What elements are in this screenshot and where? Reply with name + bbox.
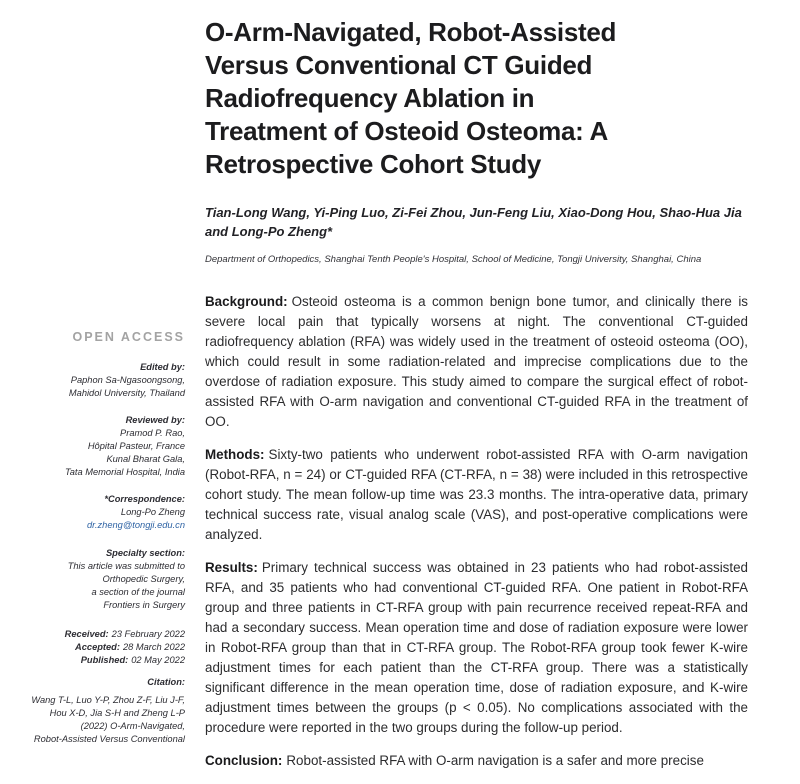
- title-line: Treatment of Osteoid Osteoma: A: [205, 116, 608, 146]
- article-main-column: O-Arm-Navigated, Robot-Assisted Versus C…: [205, 16, 748, 784]
- specialty-section-block: Specialty section: This article was subm…: [0, 547, 185, 612]
- published-value: 02 May 2022: [131, 655, 185, 665]
- received-date: Received: 23 February 2022: [0, 628, 185, 641]
- citation-line: (2022) O-Arm-Navigated,: [80, 721, 185, 731]
- title-line: Versus Conventional CT Guided: [205, 50, 593, 80]
- results-text: Primary technical success was obtained i…: [205, 560, 748, 735]
- author-list: Tian-Long Wang, Yi-Ping Luo, Zi-Fei Zhou…: [205, 203, 748, 241]
- edited-by-label: Edited by:: [140, 362, 185, 372]
- citation-line: Hou X-D, Jia S-H and Zheng L-P: [49, 708, 185, 718]
- journal-article-page: OPEN ACCESS Edited by: Paphon Sa-Ngasoon…: [31, 17, 748, 768]
- abstract-background: Background: Osteoid osteoma is a common b…: [205, 292, 748, 432]
- abstract-results: Results: Primary technical success was ob…: [205, 558, 748, 738]
- correspondence-label: *Correspondence:: [104, 494, 185, 504]
- author-line: Tian-Long Wang, Yi-Ping Luo, Zi-Fei Zhou…: [205, 205, 742, 220]
- citation-block: Citation: Wang T-L, Luo Y-P, Zhou Z-F, L…: [0, 676, 185, 746]
- accepted-value: 28 March 2022: [122, 642, 185, 652]
- accepted-label: Accepted:: [75, 642, 120, 652]
- reviewer-name: Kunal Bharat Gala,: [106, 454, 185, 464]
- author-line: and Long-Po Zheng*: [205, 224, 333, 239]
- open-access-label: OPEN ACCESS: [72, 330, 185, 344]
- page-title: O-Arm-Navigated, Robot-Assisted Versus C…: [205, 16, 748, 181]
- citation-line: Robot-Assisted Versus Conventional: [33, 734, 185, 744]
- published-date: Published: 02 May 2022: [0, 654, 185, 667]
- editor-affiliation: Mahidol University, Thailand: [68, 388, 185, 398]
- specialty-line: a section of the journal: [91, 587, 185, 597]
- affiliation: Department of Orthopedics, Shanghai Tent…: [205, 254, 702, 265]
- abstract-methods: Methods: Sixty-two patients who underwent…: [205, 445, 748, 545]
- received-label: Received:: [64, 629, 109, 639]
- conclusion-label: Conclusion:: [205, 753, 283, 768]
- correspondence-block: *Correspondence: Long-Po Zheng dr.zheng@…: [0, 493, 185, 532]
- background-text: Osteoid osteoma is a common benign bone …: [205, 294, 748, 429]
- edited-by-block: Edited by: Paphon Sa-Ngasoongsong, Mahid…: [0, 361, 185, 400]
- title-line: O-Arm-Navigated, Robot-Assisted: [205, 17, 617, 47]
- reviewer-affiliation: Hôpital Pasteur, France: [87, 441, 185, 451]
- reviewer-affiliation: Tata Memorial Hospital, India: [64, 467, 185, 477]
- editor-name: Paphon Sa-Ngasoongsong,: [70, 375, 185, 385]
- methods-label: Methods:: [205, 447, 265, 462]
- results-label: Results:: [205, 560, 258, 575]
- abstract: Background: Osteoid osteoma is a common b…: [205, 292, 748, 771]
- specialty-line: Orthopedic Surgery,: [102, 574, 185, 584]
- correspondence-name: Long-Po Zheng: [120, 507, 185, 517]
- reviewed-by-block: Reviewed by: Pramod P. Rao, Hôpital Past…: [0, 414, 185, 479]
- specialty-section-label: Specialty section:: [105, 548, 185, 558]
- correspondence-email-link[interactable]: dr.zheng@tongji.edu.cn: [87, 520, 185, 530]
- citation-line: Wang T-L, Luo Y-P, Zhou Z-F, Liu J-F,: [31, 695, 185, 705]
- specialty-line: This article was submitted to: [67, 561, 185, 571]
- abstract-conclusion: Conclusion: Robot-assisted RFA with O-arm…: [205, 751, 748, 771]
- specialty-line: Frontiers in Surgery: [103, 600, 185, 610]
- accepted-date: Accepted: 28 March 2022: [0, 641, 185, 654]
- background-label: Background:: [205, 294, 288, 309]
- title-line: Radiofrequency Ablation in: [205, 83, 535, 113]
- title-line: Retrospective Cohort Study: [205, 149, 542, 179]
- article-dates-block: Received: 23 February 2022 Accepted: 28 Ma…: [0, 628, 185, 667]
- received-value: 23 February 2022: [111, 629, 185, 639]
- reviewed-by-label: Reviewed by:: [125, 415, 185, 425]
- citation-label: Citation:: [147, 677, 185, 687]
- conclusion-text: Robot-assisted RFA with O-arm navigation…: [286, 753, 704, 768]
- reviewer-name: Pramod P. Rao,: [120, 428, 185, 438]
- article-meta-sidebar: OPEN ACCESS Edited by: Paphon Sa-Ngasoon…: [0, 330, 185, 760]
- methods-text: Sixty-two patients who underwent robot-a…: [205, 447, 748, 542]
- published-label: Published:: [80, 655, 129, 665]
